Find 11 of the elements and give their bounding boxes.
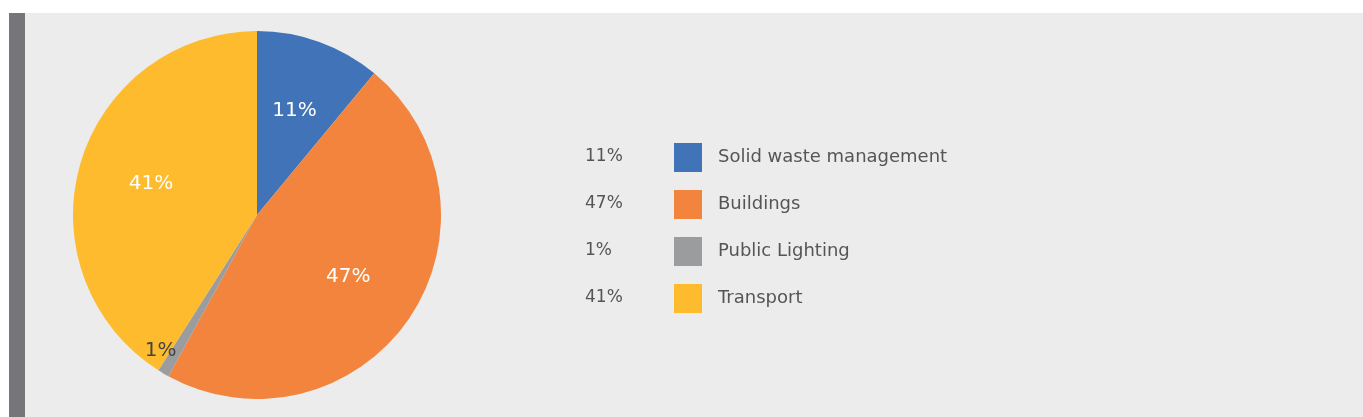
- text: 11%: [585, 145, 623, 166]
- legend-label: Public Lighting: [718, 238, 850, 260]
- text: 1%: [585, 239, 612, 260]
- legend-label: Solid waste management: [718, 144, 948, 166]
- text: 47%: [585, 192, 623, 213]
- text: 41%: [585, 286, 623, 307]
- data-label: 11%: [272, 97, 317, 122]
- data-label: 47%: [326, 263, 371, 288]
- data-label: 41%: [128, 170, 174, 195]
- legend-label: Buildings: [718, 191, 801, 213]
- legend-label: Transport: [717, 285, 803, 307]
